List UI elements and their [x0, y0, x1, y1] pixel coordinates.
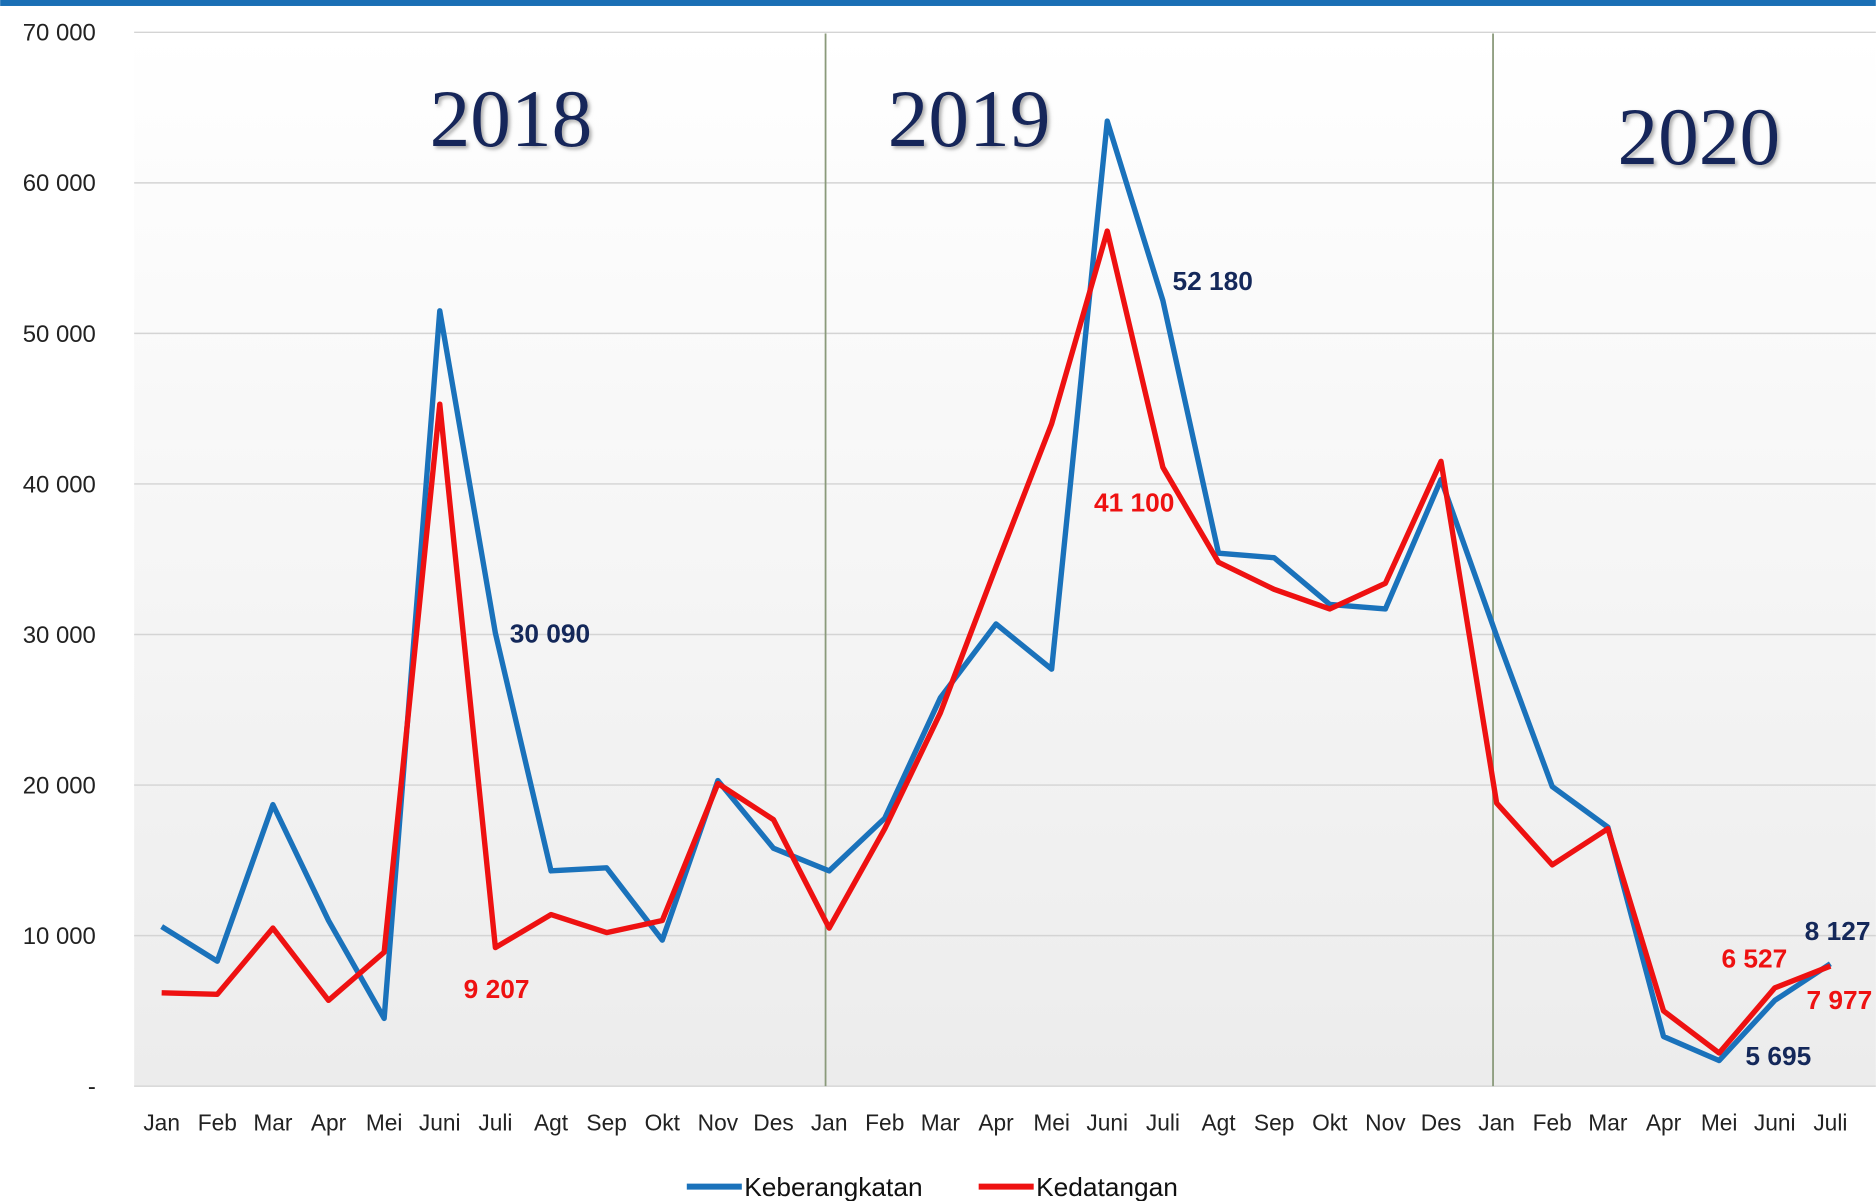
x-tick-label: Sep: [1254, 1109, 1294, 1135]
y-tick-label: 30 000: [23, 622, 96, 649]
x-tick-label: Okt: [1312, 1109, 1348, 1135]
x-tick-label: Apr: [978, 1109, 1014, 1135]
x-tick-label: Des: [1421, 1109, 1461, 1135]
x-tick-label: Mei: [1701, 1109, 1738, 1135]
x-tick-label: Mei: [366, 1109, 403, 1135]
x-tick-label: Jan: [811, 1109, 848, 1135]
year-label: 2019: [888, 74, 1051, 164]
x-tick-label: Mar: [921, 1109, 961, 1135]
x-tick-label: Jan: [1478, 1109, 1515, 1135]
data-label: 41 100: [1094, 488, 1174, 518]
y-tick-label: 20 000: [23, 772, 96, 799]
data-label: 8 127: [1805, 916, 1871, 946]
x-tick-label: Juni: [1754, 1109, 1796, 1135]
plot-area: [134, 32, 1876, 1087]
data-label: 52 180: [1172, 266, 1252, 296]
y-tick-label: 50 000: [23, 321, 96, 348]
x-tick-label: Agt: [1201, 1109, 1236, 1135]
x-tick-label: Juni: [419, 1109, 461, 1135]
y-tick-label: 70 000: [23, 20, 96, 47]
x-tick-label: Juli: [478, 1109, 512, 1135]
y-tick-label: -: [88, 1074, 96, 1101]
x-tick-label: Feb: [865, 1109, 904, 1135]
data-label: 30 090: [510, 619, 590, 649]
y-tick-label: 40 000: [23, 471, 96, 498]
x-tick-label: Juni: [1086, 1109, 1128, 1135]
y-tick-label: 60 000: [23, 170, 96, 197]
data-label: 9 207: [464, 974, 530, 1004]
x-tick-label: Apr: [1646, 1109, 1682, 1135]
x-tick-label: Apr: [311, 1109, 347, 1135]
x-tick-label: Mar: [1588, 1109, 1628, 1135]
x-tick-label: Mar: [253, 1109, 293, 1135]
y-tick-label: 10 000: [23, 923, 96, 950]
data-label: 5 695: [1745, 1041, 1811, 1071]
x-tick-label: Nov: [1365, 1109, 1406, 1135]
x-tick-label: Des: [753, 1109, 793, 1135]
data-label: 7 977: [1806, 985, 1872, 1015]
legend-label: Keberangkatan: [744, 1172, 922, 1201]
legend-label: Kedatangan: [1036, 1172, 1178, 1201]
series-line: [161, 228, 1832, 1056]
year-label: 2018: [430, 74, 593, 164]
year-label: 2020: [1617, 92, 1780, 182]
x-tick-label: Okt: [645, 1109, 681, 1135]
x-tick-label: Juli: [1813, 1109, 1847, 1135]
top-bar: [0, 0, 1876, 6]
x-tick-label: Agt: [534, 1109, 569, 1135]
x-tick-label: Feb: [198, 1109, 237, 1135]
data-label: 6 527: [1722, 944, 1788, 974]
x-tick-label: Nov: [698, 1109, 739, 1135]
x-tick-label: Mei: [1033, 1109, 1070, 1135]
x-tick-label: Feb: [1533, 1109, 1572, 1135]
series-line: [160, 118, 1832, 1064]
x-tick-label: Juli: [1146, 1109, 1180, 1135]
x-tick-label: Jan: [143, 1109, 180, 1135]
x-tick-label: Sep: [586, 1109, 626, 1135]
